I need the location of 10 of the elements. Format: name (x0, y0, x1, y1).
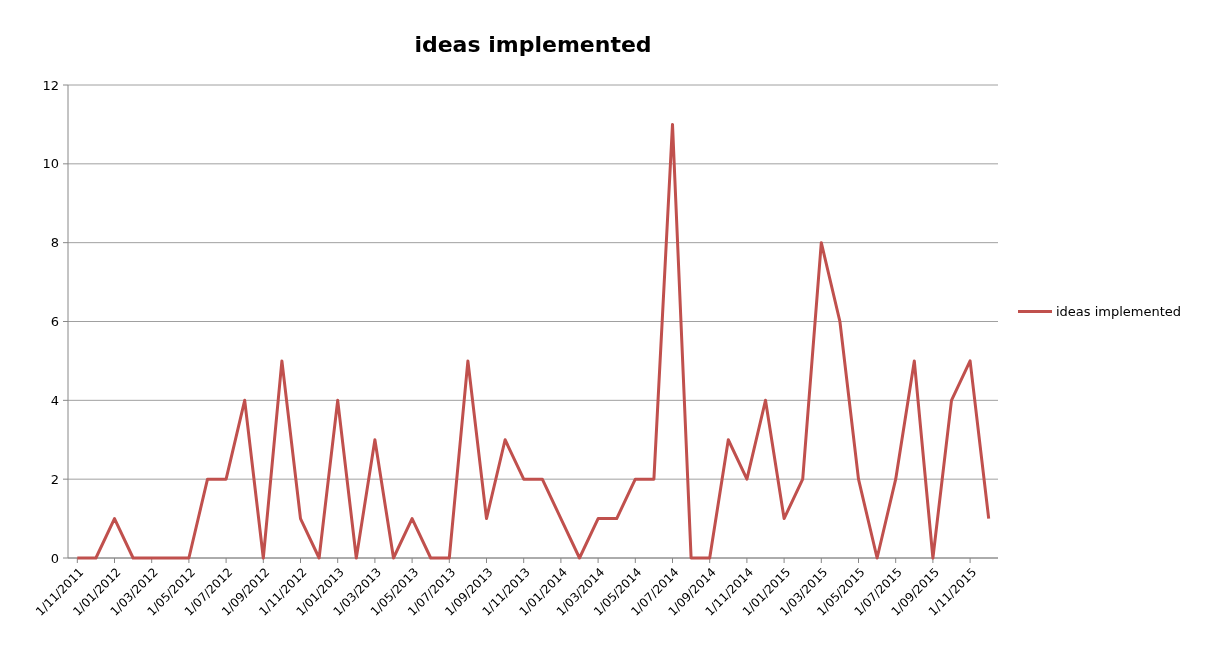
chart-title: ideas implemented (414, 32, 652, 57)
y-tick-label: 4 (50, 392, 59, 408)
y-tick-label: 6 (50, 314, 59, 330)
y-tick-label: 2 (50, 471, 59, 487)
y-tick-label: 12 (42, 77, 59, 93)
y-tick-label: 8 (50, 235, 59, 251)
legend-label: ideas implemented (1056, 304, 1182, 320)
line-series (75, 122, 991, 560)
y-tick-label: 0 (50, 550, 59, 566)
y-tick-label: 10 (42, 156, 59, 172)
